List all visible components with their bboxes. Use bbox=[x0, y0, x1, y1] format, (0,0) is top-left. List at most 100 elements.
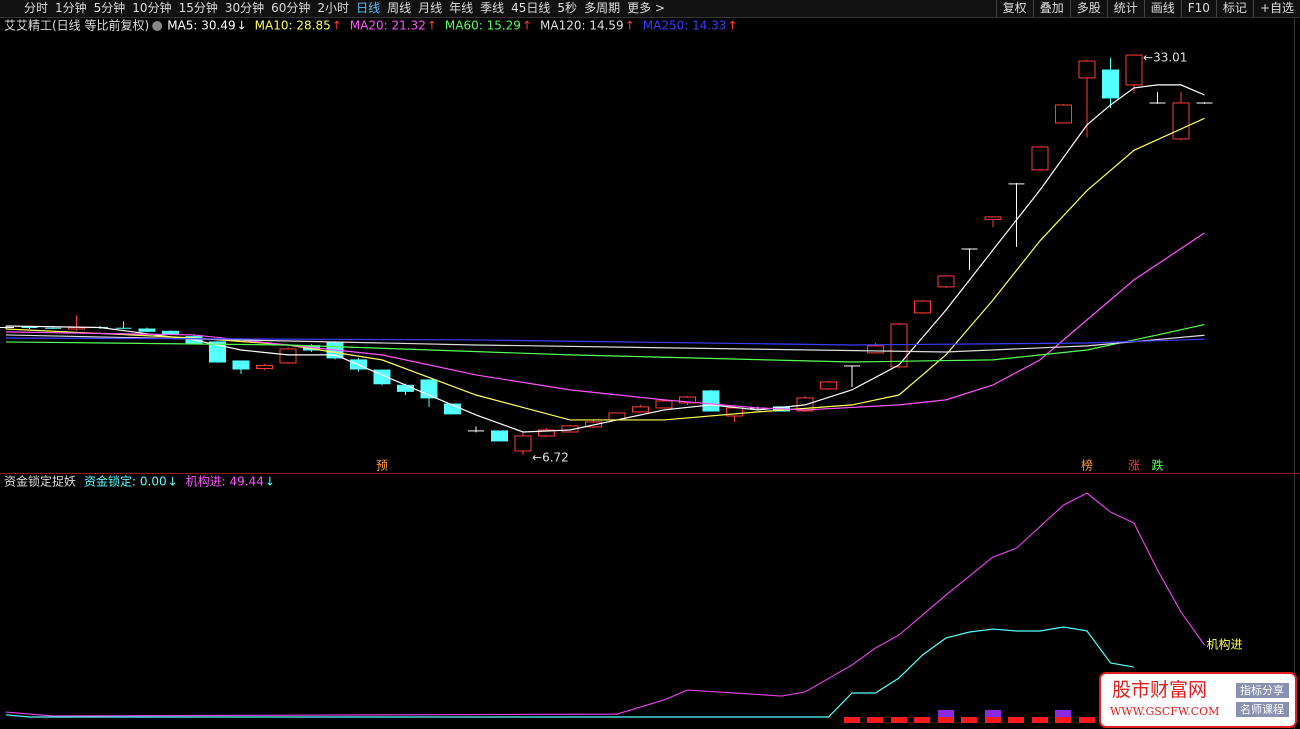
watermark-url: WWW.GSCFW.COM bbox=[1110, 705, 1219, 718]
tab[interactable]: 更多 > bbox=[627, 1, 665, 15]
tab[interactable]: 多周期 bbox=[584, 1, 621, 15]
watermark-title: 股市财富网 bbox=[1112, 679, 1207, 701]
tab[interactable]: 60分钟 bbox=[271, 1, 311, 15]
tab[interactable]: 周线 bbox=[387, 1, 412, 15]
legend-arrow: ↑ bbox=[522, 19, 532, 33]
annotation: 6.72 bbox=[542, 450, 569, 464]
signal bbox=[961, 717, 977, 723]
legend-label: MA250: 14.33 bbox=[643, 19, 727, 33]
marker: 跌 bbox=[1151, 458, 1163, 473]
candle-body bbox=[1031, 146, 1049, 171]
signal bbox=[938, 717, 954, 723]
candle-body bbox=[491, 430, 508, 442]
tab[interactable]: 年线 bbox=[449, 1, 474, 15]
candle-body bbox=[1078, 60, 1096, 79]
toolbar-button[interactable]: 叠加 bbox=[1032, 0, 1070, 17]
tab[interactable]: 10分钟 bbox=[132, 1, 172, 15]
watermark-tag: 指标分享 bbox=[1240, 683, 1284, 697]
tab[interactable]: 季线 bbox=[480, 1, 505, 15]
candle-body bbox=[232, 360, 250, 370]
line-label: 机构进 bbox=[1207, 637, 1243, 652]
tab[interactable]: 15分钟 bbox=[178, 1, 218, 15]
tab[interactable]: 5秒 bbox=[557, 1, 578, 15]
candle-body bbox=[820, 381, 837, 390]
toolbar-button[interactable]: 标记 bbox=[1215, 0, 1253, 17]
toolbar-button[interactable]: 多股 bbox=[1069, 0, 1107, 17]
candle-body bbox=[256, 365, 273, 370]
legend-arrow: ↓ bbox=[237, 19, 247, 33]
candle-body bbox=[867, 345, 884, 354]
candle-body bbox=[138, 328, 156, 332]
tab[interactable]: 45日线 bbox=[511, 1, 551, 15]
candle-body bbox=[1125, 54, 1143, 86]
stock-title: 艾艾精工(日线 等比前复权) bbox=[4, 18, 149, 33]
legend-arrow: ↑ bbox=[427, 19, 437, 33]
candle-body bbox=[984, 216, 1002, 220]
candle-body bbox=[679, 396, 696, 404]
signal bbox=[1055, 710, 1071, 717]
legend-arrow: ↑ bbox=[727, 19, 737, 33]
candle-body bbox=[514, 435, 532, 452]
signal-bars bbox=[844, 710, 1095, 723]
legend-label: 机构进: 49.44 bbox=[186, 474, 264, 489]
annotation: 33.01 bbox=[1153, 51, 1187, 65]
legend-arrow: ↑ bbox=[625, 19, 635, 33]
candle-body bbox=[397, 384, 414, 392]
tab[interactable]: 5分钟 bbox=[93, 1, 126, 15]
watermark-tag: 名师课程 bbox=[1240, 702, 1284, 716]
signal bbox=[938, 710, 954, 717]
legend-arrow: ↓ bbox=[265, 475, 275, 489]
edge bbox=[1294, 18, 1295, 729]
marker: 预 bbox=[376, 459, 388, 473]
toolbar-button[interactable]: 统计 bbox=[1106, 0, 1144, 17]
panel-divider bbox=[0, 473, 1300, 474]
candle-body bbox=[702, 390, 720, 412]
marker: 榜 bbox=[1081, 458, 1093, 473]
tab[interactable]: 分时 bbox=[24, 1, 49, 15]
candle-body bbox=[1172, 102, 1190, 140]
candle-body bbox=[890, 323, 908, 368]
divider bbox=[0, 17, 1300, 18]
legend-label: MA20: 21.32 bbox=[350, 19, 426, 33]
tab[interactable]: 月线 bbox=[418, 1, 443, 15]
legend-icon bbox=[152, 21, 163, 31]
toolbar-button[interactable]: 复权 bbox=[995, 0, 1033, 17]
toolbar-button[interactable]: +自选 bbox=[1252, 0, 1300, 17]
legend-arrow: ↓ bbox=[168, 475, 178, 489]
signal bbox=[985, 710, 1001, 717]
marker: 涨 bbox=[1128, 458, 1140, 473]
annotation-arrow: ← bbox=[532, 450, 542, 464]
signal bbox=[1079, 717, 1095, 723]
legend-label: MA5: 30.49 bbox=[167, 19, 235, 33]
legend-arrow: ↑ bbox=[332, 19, 342, 33]
tab[interactable]: 2小时 bbox=[317, 1, 350, 15]
ma-line bbox=[5, 337, 1205, 346]
ma-line bbox=[5, 117, 1205, 421]
toolbar-button[interactable]: 画线 bbox=[1143, 0, 1181, 17]
tab[interactable]: 日线 bbox=[356, 1, 381, 15]
signal bbox=[844, 717, 860, 723]
tab[interactable]: 1分钟 bbox=[55, 1, 87, 15]
candle-body bbox=[914, 300, 931, 314]
indicator-title: 资金锁定捉妖 bbox=[4, 474, 76, 489]
toolbar: 分时 1分钟 5分钟 10分钟 15分钟 30分钟 60分钟 2小时 日线 周线 月线 年线 季线 45日… bbox=[0, 0, 1300, 17]
signal bbox=[867, 717, 883, 723]
buttons: 复权 叠加 多股 统计 画线 F10 标记 +自选 bbox=[995, 0, 1300, 17]
candle-body bbox=[1055, 104, 1072, 124]
candle-body bbox=[561, 425, 579, 433]
legend-label: MA60: 15.29 bbox=[445, 19, 521, 33]
indicator-line bbox=[5, 626, 1135, 718]
toolbar-button[interactable]: F10 bbox=[1180, 0, 1216, 17]
tabs: 分时 1分钟 5分钟 10分钟 15分钟 30分钟 60分钟 2小时 日线 周线 月线 年线 季线 45日… bbox=[0, 0, 665, 17]
legend-label: 资金锁定: 0.00 bbox=[84, 474, 167, 489]
legend-label: MA10: 28.85 bbox=[255, 19, 331, 33]
candle-body bbox=[538, 429, 555, 437]
legend-label: MA120: 14.59 bbox=[540, 19, 624, 33]
candle-body bbox=[632, 406, 649, 413]
tab[interactable]: 30分钟 bbox=[224, 1, 265, 15]
indicator-line bbox=[5, 492, 1205, 717]
signal bbox=[1032, 717, 1048, 723]
candle-body bbox=[209, 341, 226, 363]
candle-body bbox=[1102, 69, 1119, 99]
